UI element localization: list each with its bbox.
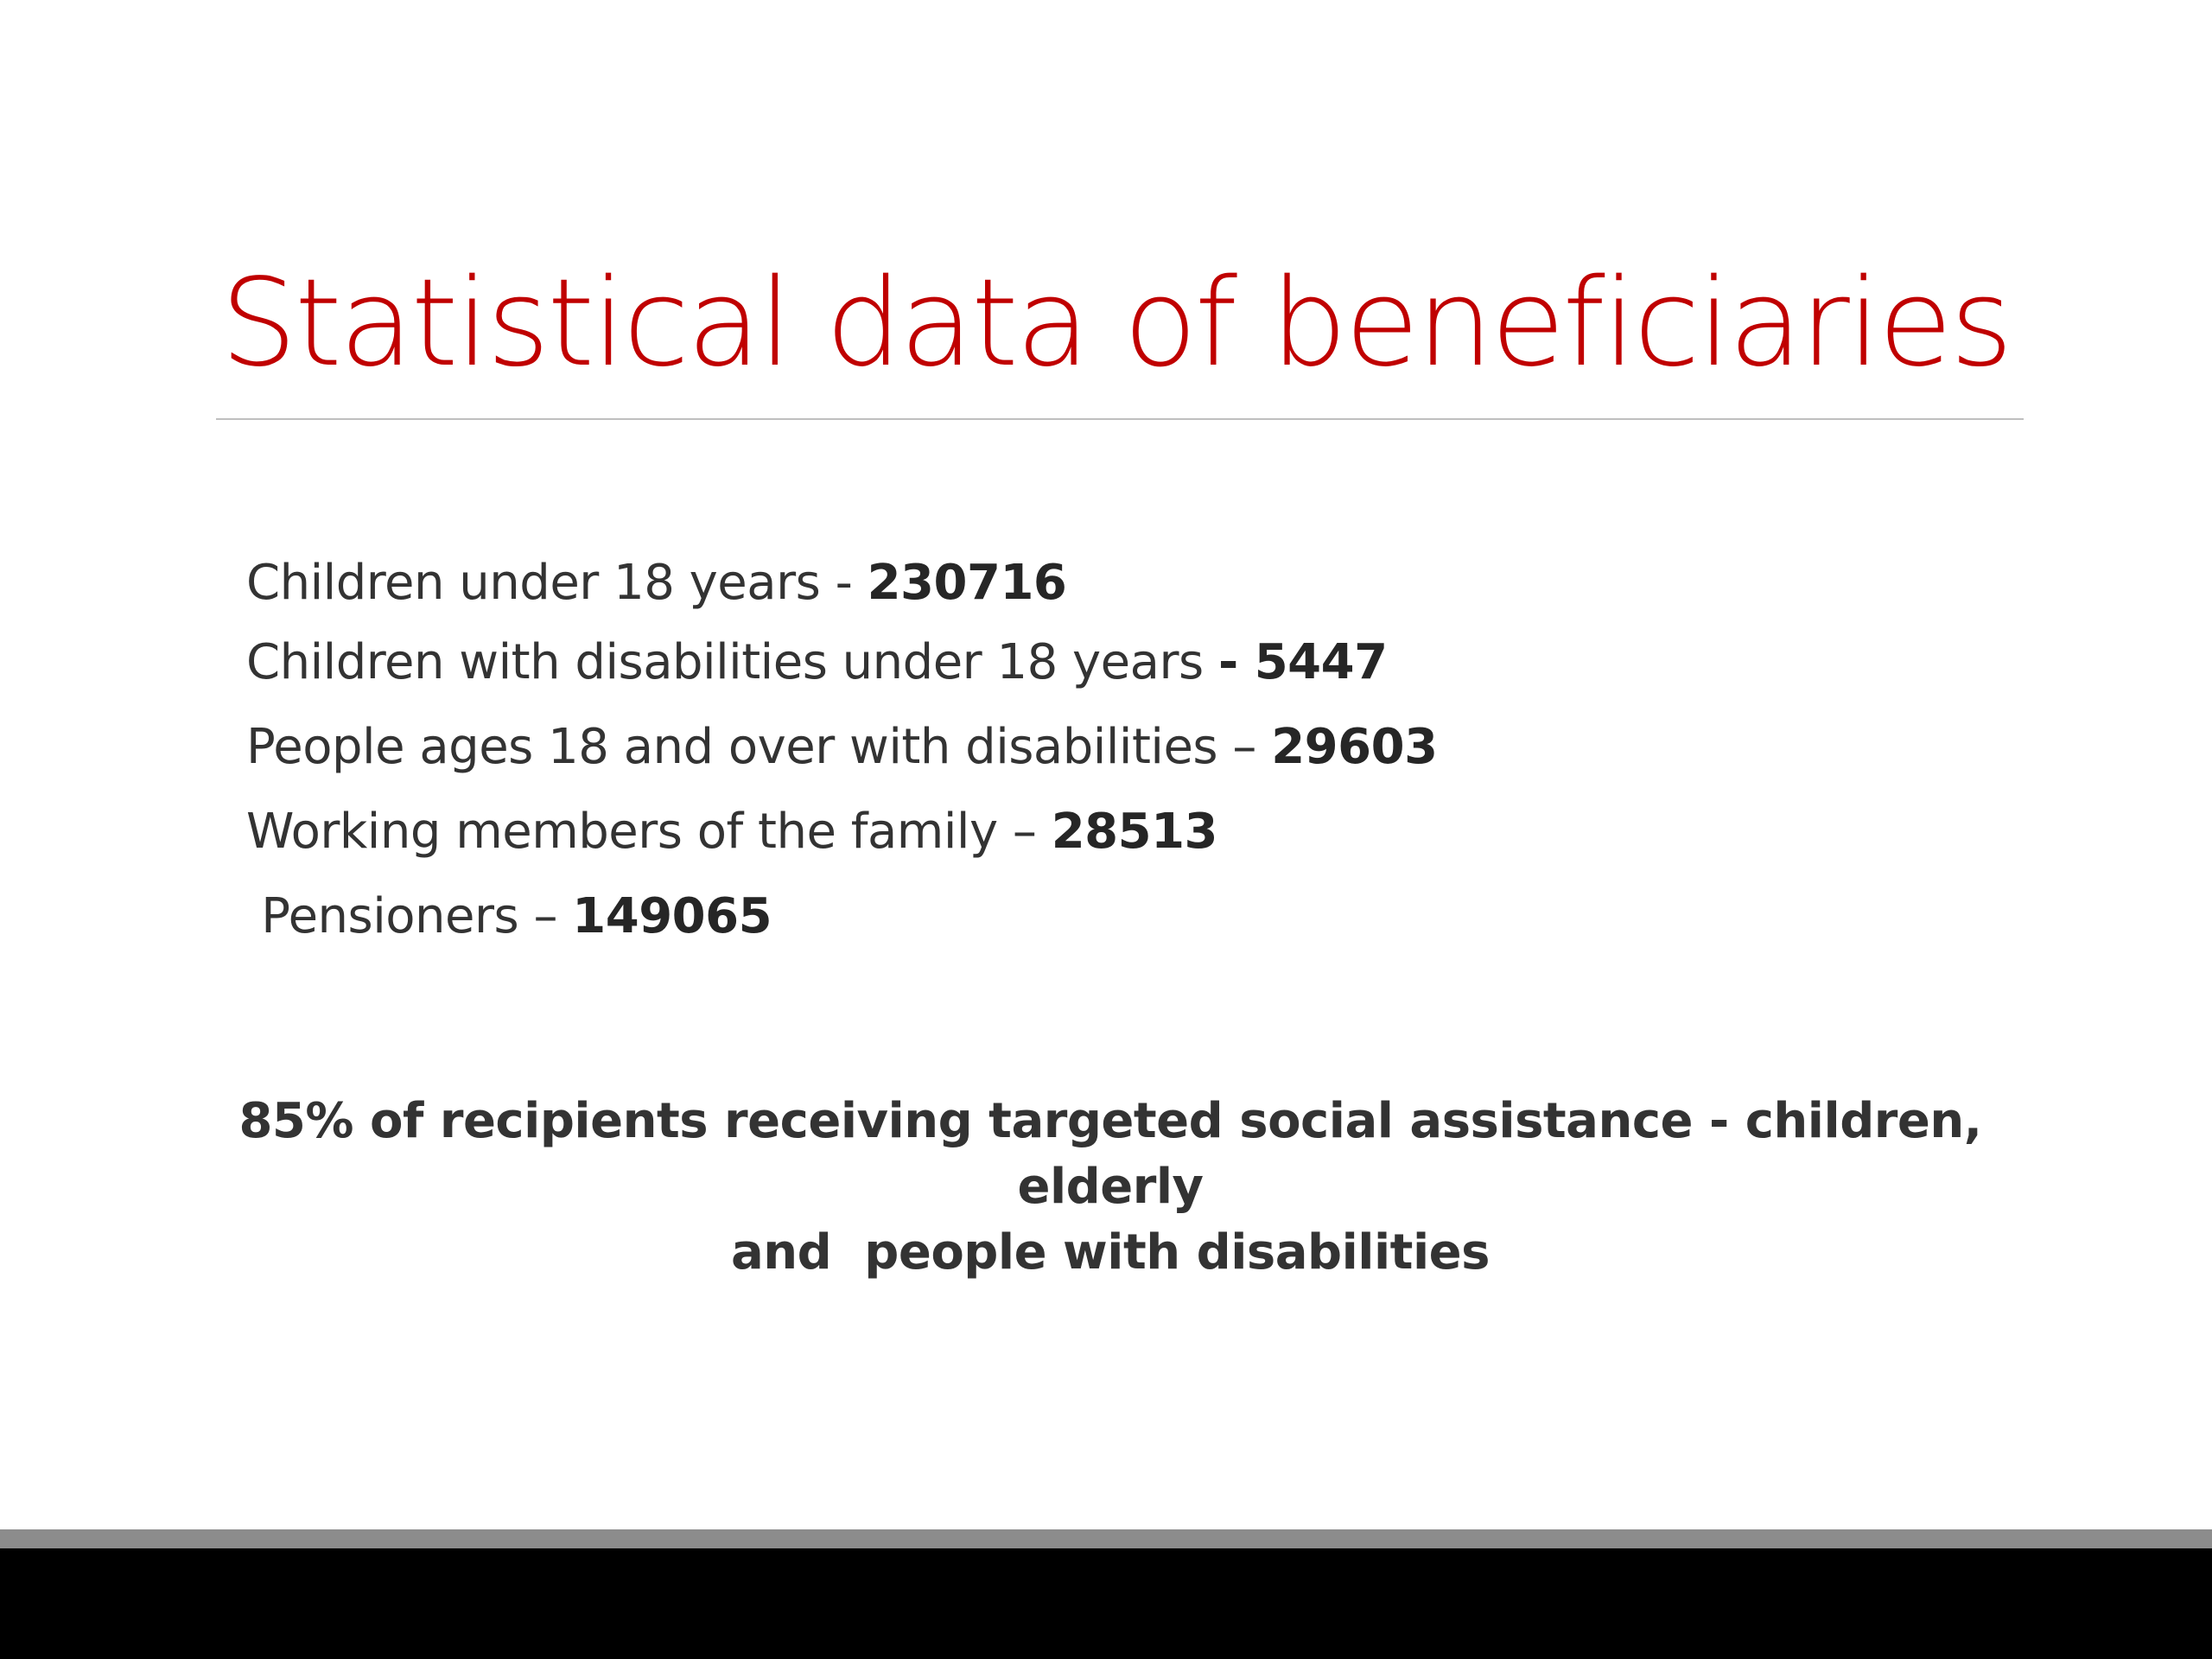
stat-label: Working members of the family – bbox=[246, 804, 1052, 860]
stat-children-with-disabilities: Children with disabilities under 18 year… bbox=[246, 632, 1388, 693]
stat-children-under-18: Children under 18 years - 230716 bbox=[246, 553, 1067, 613]
stat-label: People ages 18 and over with disabilitie… bbox=[246, 719, 1272, 775]
summary-line-2: and people with disabilities bbox=[731, 1224, 1490, 1281]
stat-value: 28513 bbox=[1051, 804, 1218, 860]
title-divider bbox=[216, 418, 2024, 420]
summary-statement: 85% of recipients receiving targeted soc… bbox=[173, 1089, 2048, 1286]
bottom-gray-strip bbox=[0, 1529, 2212, 1548]
slide: Statistical data of beneficiaries Childr… bbox=[173, 253, 2048, 1286]
bottom-black-bar bbox=[0, 1548, 2212, 1659]
stat-adults-with-disabilities: People ages 18 and over with disabilitie… bbox=[246, 717, 1438, 778]
slide-title: Statistical data of beneficiaries bbox=[220, 253, 2013, 394]
stat-value: - 5447 bbox=[1217, 634, 1388, 690]
stat-pensioners: Pensioners – 149065 bbox=[246, 887, 772, 947]
stat-label: Pensioners – bbox=[246, 888, 573, 944]
summary-line-1: 85% of recipients receiving targeted soc… bbox=[238, 1093, 1982, 1215]
stat-value: 149065 bbox=[572, 888, 772, 944]
stat-working-members: Working members of the family – 28513 bbox=[246, 802, 1218, 862]
stat-value: 230716 bbox=[867, 555, 1067, 611]
stat-value: 29603 bbox=[1271, 719, 1438, 775]
stat-label: Children with disabilities under 18 year… bbox=[246, 634, 1218, 690]
stat-label: Children under 18 years - bbox=[246, 555, 868, 611]
